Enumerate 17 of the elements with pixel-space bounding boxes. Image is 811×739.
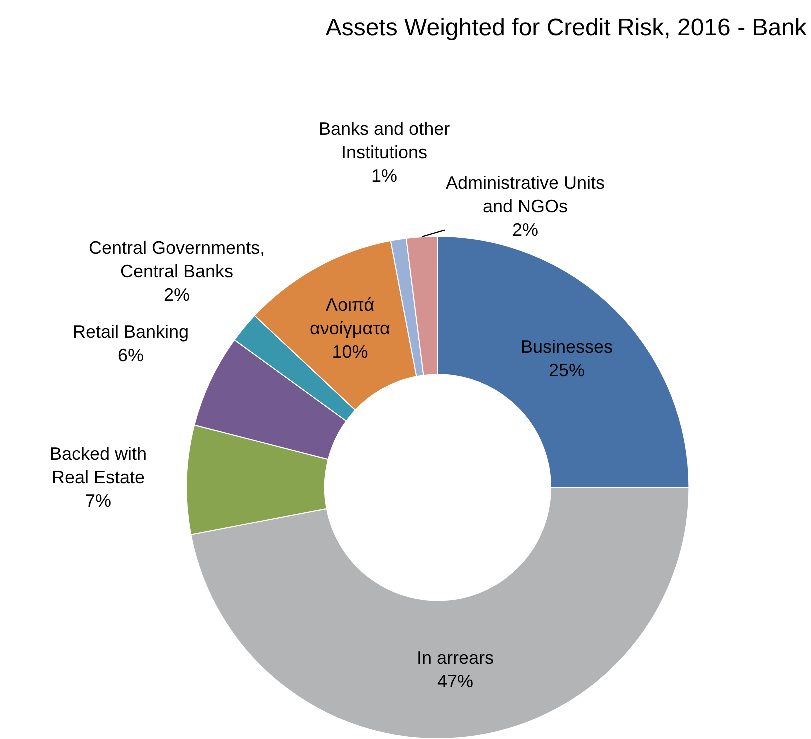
- chart-title: Assets Weighted for Credit Risk, 2016 - Bank: [326, 14, 808, 42]
- data-label: 47%: [438, 671, 474, 692]
- slice-label: Retail Banking: [73, 322, 190, 342]
- data-label: 2%: [164, 284, 190, 305]
- slice-label: Banks and other Institutions: [319, 119, 450, 162]
- slice-label: Central Governments, Central Banks: [89, 238, 266, 282]
- data-label: 6%: [118, 345, 144, 366]
- slice-label: Administrative Units and NGOs: [446, 173, 606, 216]
- slice-label: Backed with Real Estate: [50, 444, 148, 488]
- slice-label: Businesses: [521, 337, 614, 357]
- data-label: 2%: [512, 220, 539, 240]
- slice-label: In arrears: [417, 648, 494, 668]
- data-label: 7%: [86, 490, 112, 511]
- slice-label: Λοιπά ανοίγματα: [310, 295, 390, 338]
- data-label: 25%: [549, 360, 586, 380]
- data-label: 1%: [372, 166, 398, 186]
- data-label: 10%: [332, 342, 368, 362]
